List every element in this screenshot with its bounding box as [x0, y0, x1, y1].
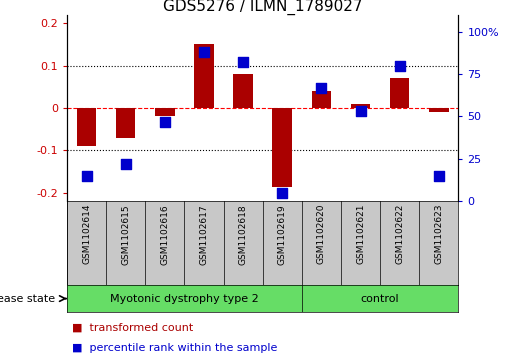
- Text: GSM1102616: GSM1102616: [160, 204, 169, 265]
- Bar: [77, 108, 96, 146]
- Text: GSM1102620: GSM1102620: [317, 204, 326, 265]
- Bar: [116, 108, 135, 138]
- Bar: [429, 108, 449, 112]
- Text: GSM1102619: GSM1102619: [278, 204, 287, 265]
- Text: GSM1102618: GSM1102618: [238, 204, 248, 265]
- Bar: [155, 108, 175, 117]
- Text: GSM1102617: GSM1102617: [199, 204, 209, 265]
- Bar: [312, 91, 331, 108]
- Text: GSM1102621: GSM1102621: [356, 204, 365, 265]
- Point: [317, 85, 325, 90]
- Bar: [233, 74, 253, 108]
- Point: [435, 173, 443, 179]
- Text: GSM1102615: GSM1102615: [121, 204, 130, 265]
- Bar: [272, 108, 292, 187]
- Point: [239, 59, 247, 65]
- Text: GSM1102622: GSM1102622: [395, 204, 404, 264]
- Bar: [351, 104, 370, 108]
- Point: [396, 62, 404, 68]
- Point: [122, 161, 130, 167]
- Text: GSM1102614: GSM1102614: [82, 204, 91, 265]
- Title: GDS5276 / ILMN_1789027: GDS5276 / ILMN_1789027: [163, 0, 363, 15]
- Bar: [390, 78, 409, 108]
- Text: disease state: disease state: [0, 294, 59, 303]
- Bar: [194, 44, 214, 108]
- Point: [82, 173, 91, 179]
- Text: ■  transformed count: ■ transformed count: [72, 323, 193, 333]
- Point: [161, 119, 169, 125]
- Text: GSM1102623: GSM1102623: [434, 204, 443, 265]
- Point: [278, 190, 286, 196]
- Text: control: control: [361, 294, 400, 303]
- Point: [356, 109, 365, 114]
- Text: ■  percentile rank within the sample: ■ percentile rank within the sample: [72, 343, 278, 353]
- Point: [200, 49, 208, 55]
- Text: Myotonic dystrophy type 2: Myotonic dystrophy type 2: [110, 294, 259, 303]
